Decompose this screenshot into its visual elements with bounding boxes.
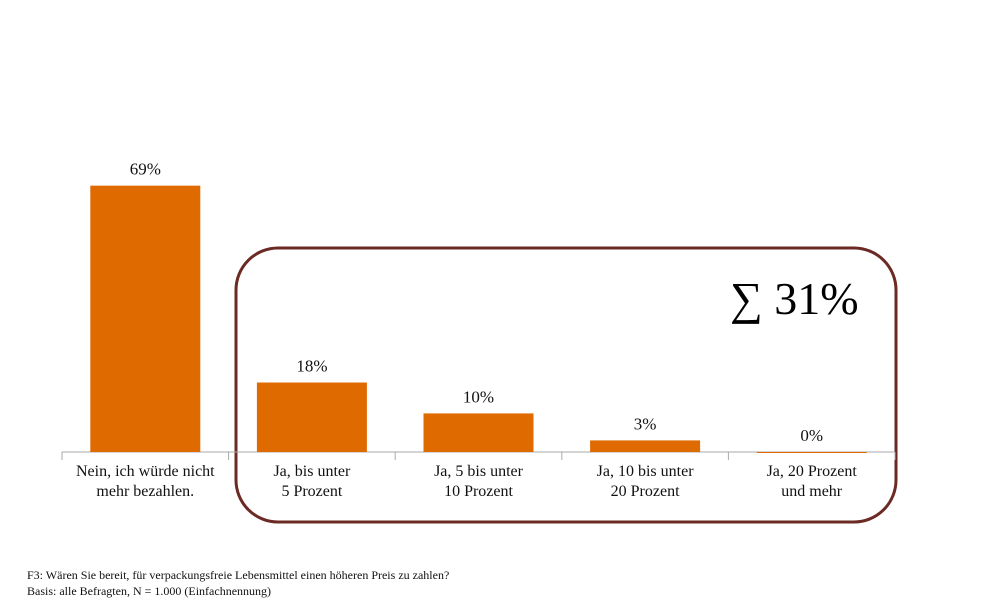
value-label: 0% xyxy=(800,426,823,445)
value-label: 3% xyxy=(634,414,657,433)
footnote: Basis: alle Befragten, N = 1.000 (Einfac… xyxy=(27,584,272,598)
x-tick-label: Nein, ich würde nicht mehr bezahlen. xyxy=(75,463,215,500)
value-label: 10% xyxy=(463,387,494,406)
bar xyxy=(423,413,534,452)
bar xyxy=(590,440,701,452)
value-label: 18% xyxy=(296,357,327,376)
bar xyxy=(256,382,367,452)
x-tick-label: Ja, bis unter 5 Prozent xyxy=(273,463,351,500)
x-tick-label: Ja, 20 Prozent und mehr xyxy=(766,463,857,500)
x-tick-label: Ja, 5 bis unter 10 Prozent xyxy=(434,463,523,500)
footnote: F3: Wären Sie bereit, für verpackungsfre… xyxy=(27,568,450,582)
value-label: 69% xyxy=(130,160,161,179)
sum-annotation: ∑ 31% xyxy=(730,273,859,324)
bar xyxy=(90,185,201,452)
x-tick-label: Ja, 10 bis unter 20 Prozent xyxy=(596,463,694,500)
highlight-box xyxy=(234,246,898,524)
bar xyxy=(756,452,867,453)
